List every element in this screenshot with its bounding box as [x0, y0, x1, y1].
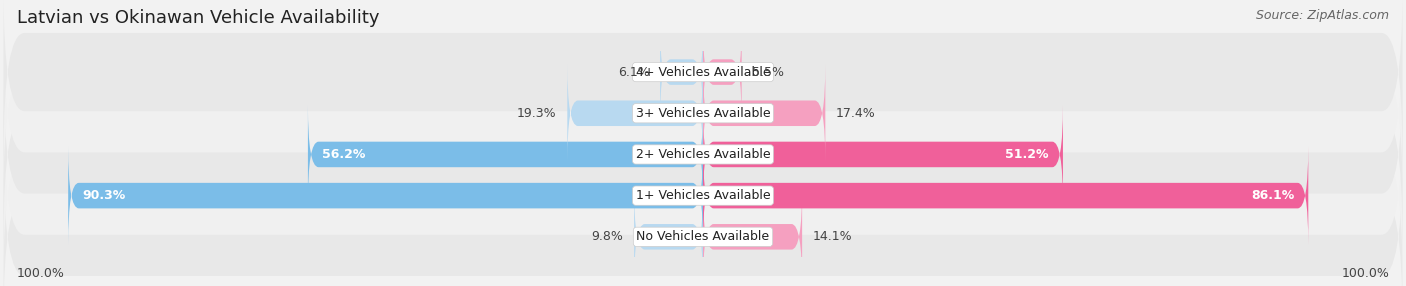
Text: 9.8%: 9.8%	[592, 230, 624, 243]
Text: 17.4%: 17.4%	[835, 107, 876, 120]
FancyBboxPatch shape	[3, 29, 1403, 198]
Text: Latvian vs Okinawan Vehicle Availability: Latvian vs Okinawan Vehicle Availability	[17, 9, 380, 27]
Text: No Vehicles Available: No Vehicles Available	[637, 230, 769, 243]
Text: 90.3%: 90.3%	[82, 189, 125, 202]
Text: 5.5%: 5.5%	[752, 65, 785, 79]
FancyBboxPatch shape	[3, 0, 1403, 156]
FancyBboxPatch shape	[703, 147, 1308, 245]
Text: 4+ Vehicles Available: 4+ Vehicles Available	[636, 65, 770, 79]
FancyBboxPatch shape	[634, 188, 703, 286]
Text: 19.3%: 19.3%	[517, 107, 557, 120]
Text: 51.2%: 51.2%	[1005, 148, 1049, 161]
Text: 100.0%: 100.0%	[17, 267, 65, 280]
Text: 1+ Vehicles Available: 1+ Vehicles Available	[636, 189, 770, 202]
Text: 6.1%: 6.1%	[617, 65, 650, 79]
Text: 2+ Vehicles Available: 2+ Vehicles Available	[636, 148, 770, 161]
FancyBboxPatch shape	[703, 188, 801, 286]
Text: 14.1%: 14.1%	[813, 230, 852, 243]
FancyBboxPatch shape	[661, 23, 703, 121]
FancyBboxPatch shape	[568, 64, 703, 162]
FancyBboxPatch shape	[69, 147, 703, 245]
FancyBboxPatch shape	[703, 106, 1063, 203]
FancyBboxPatch shape	[308, 106, 703, 203]
FancyBboxPatch shape	[703, 64, 825, 162]
FancyBboxPatch shape	[703, 23, 742, 121]
Text: 56.2%: 56.2%	[322, 148, 366, 161]
Text: 86.1%: 86.1%	[1251, 189, 1294, 202]
FancyBboxPatch shape	[3, 111, 1403, 280]
Text: 3+ Vehicles Available: 3+ Vehicles Available	[636, 107, 770, 120]
Text: 100.0%: 100.0%	[1341, 267, 1389, 280]
FancyBboxPatch shape	[3, 70, 1403, 239]
Text: Source: ZipAtlas.com: Source: ZipAtlas.com	[1256, 9, 1389, 21]
FancyBboxPatch shape	[3, 152, 1403, 286]
